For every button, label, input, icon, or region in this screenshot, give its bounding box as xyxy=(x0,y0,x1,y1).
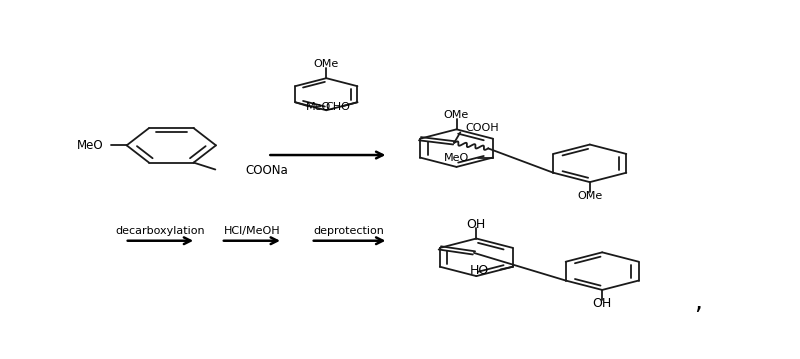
Text: HO: HO xyxy=(470,264,490,276)
Text: MeO: MeO xyxy=(444,153,470,163)
Text: OH: OH xyxy=(593,297,612,310)
Text: OMe: OMe xyxy=(444,110,469,120)
Text: ,: , xyxy=(694,290,702,313)
Text: OH: OH xyxy=(466,218,486,230)
Text: CHO: CHO xyxy=(325,102,350,112)
Text: MeO: MeO xyxy=(306,102,331,112)
Text: decarboxylation: decarboxylation xyxy=(115,226,205,236)
Text: OMe: OMe xyxy=(314,59,339,69)
Text: deprotection: deprotection xyxy=(314,226,385,236)
Text: MeO: MeO xyxy=(77,139,103,152)
Text: HCl/MeOH: HCl/MeOH xyxy=(223,226,280,236)
Text: OMe: OMe xyxy=(577,191,602,201)
Text: COONa: COONa xyxy=(245,164,288,177)
Text: COOH: COOH xyxy=(466,123,499,133)
